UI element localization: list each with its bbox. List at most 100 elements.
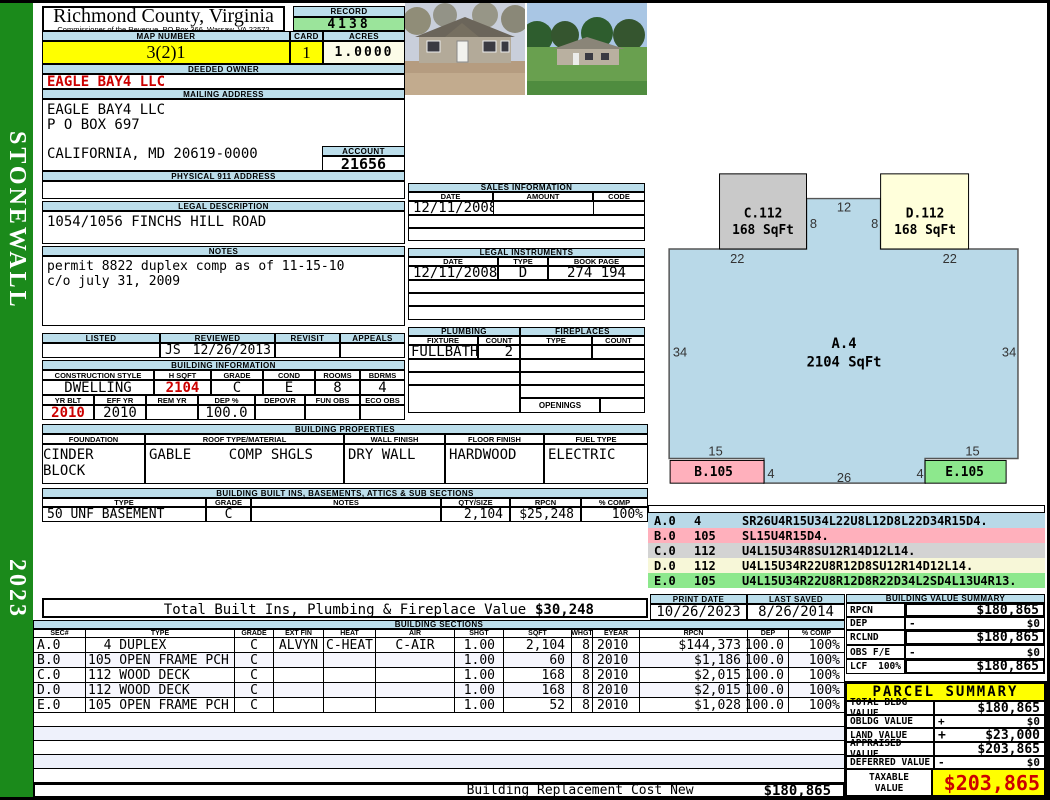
vector-num: 105: [694, 528, 716, 543]
bdrms-value: 4: [360, 380, 405, 396]
legal-description-header: LEGAL DESCRIPTION: [42, 201, 405, 211]
obldg-label: OBLDG VALUE: [846, 715, 934, 728]
sketch-area-b: [669, 459, 765, 484]
sec-dep: 100.0: [745, 668, 789, 683]
col-eyear: EYEAR: [593, 630, 640, 637]
empty-section-row: [33, 713, 845, 727]
map-number-header: MAP NUMBER: [42, 31, 290, 41]
floor-finish-header: FLOOR FINISH: [445, 434, 544, 444]
li-bookpage-value: 274 194: [548, 265, 645, 281]
sec-dep: 100.0: [745, 653, 789, 668]
sec-air: [376, 683, 455, 697]
construction-style-value: DWELLING: [42, 380, 154, 396]
appraised-label: APPRAISED VALUE: [846, 738, 934, 760]
funobs-header: FUN OBS: [305, 395, 360, 405]
reviewed-by: JS: [165, 343, 181, 358]
mailing-address-header: MAILING ADDRESS: [42, 89, 405, 99]
col-extfin: EXT FIN: [274, 630, 324, 637]
dim-e-height: 4: [917, 466, 924, 481]
dim-lower-left: 15: [708, 444, 722, 459]
bi-rpcn-header: RPCN: [510, 498, 581, 507]
depovr-value: [255, 405, 305, 420]
sec-rpcn: $1,186: [640, 653, 748, 668]
sec-dep: 100.0: [745, 638, 789, 653]
cond-value: E: [263, 380, 315, 396]
sec-id: A.0: [34, 638, 86, 653]
sec-grade: C: [235, 653, 274, 668]
physical-911-header: PHYSICAL 911 ADDRESS: [42, 171, 405, 181]
sec-shgt: 1.00: [455, 638, 504, 653]
sec-type: 112 WOOD DECK: [86, 683, 235, 698]
dim-right: 34: [1002, 345, 1016, 360]
vector-path: U4L15U34R8SU12R14D12L14.: [742, 543, 916, 558]
dim-upper-right: 22: [943, 251, 957, 266]
account-header: ACCOUNT: [322, 146, 405, 156]
sec-rpcn: $2,015: [640, 683, 748, 698]
sec-id: B.0: [34, 653, 86, 668]
sec-air: [376, 698, 455, 712]
remyr-value: [146, 405, 198, 420]
fireplaces-empty-row: [520, 372, 645, 385]
notes-header: NOTES: [42, 246, 405, 256]
roof-material: COMP SHGLS: [228, 447, 313, 463]
sales-code-header: CODE: [593, 192, 645, 201]
total-built-ins-row: Total Built Ins, Plumbing & Fireplace Va…: [42, 598, 648, 618]
building-sections-header: BUILDING SECTIONS: [33, 620, 845, 629]
sec-extfin: [274, 668, 324, 682]
sketch-area-d: [880, 173, 970, 250]
col-sec: SEC#: [34, 630, 86, 637]
empty-section-row: [33, 741, 845, 755]
replacement-cost-row: Building Replacement Cost New $180,865: [33, 783, 845, 799]
col-dep: DEP: [748, 630, 789, 637]
obldg-cell: + $0: [934, 715, 1045, 728]
obs-operator: -: [909, 645, 916, 659]
dep-value-cell: - $0: [905, 617, 1045, 630]
vector-row-d: D.0 112 U4L15U34R22U8R12D8SU12R14D12L14.: [648, 558, 1045, 573]
sec-type: 112 WOOD DECK: [86, 668, 235, 683]
vector-num: 105: [694, 573, 716, 588]
listed-value: [42, 343, 160, 358]
bi-comp-header: % COMP: [581, 498, 648, 507]
rpcn-label: RPCN: [846, 603, 905, 617]
grade-value: C: [211, 380, 263, 396]
bi-qty-header: QTY/SIZE: [441, 498, 510, 507]
section-row-e: E.0 105 OPEN FRAME PCH C 1.00 52 8 2010 …: [33, 698, 845, 713]
bi-notes-value: [251, 507, 441, 522]
li-empty-row: [408, 293, 645, 306]
vector-path: U4L15U34R22U8R12D8R22D34L2SD4L13U4R13.: [742, 573, 1017, 588]
parcel-summary-title: PARCEL SUMMARY: [846, 683, 1045, 701]
bi-grade-header: GRADE: [206, 498, 251, 507]
sales-empty-row: [408, 228, 645, 241]
col-air: AIR: [376, 630, 455, 637]
property-photo-front: [403, 2, 529, 95]
col-type: TYPE: [86, 630, 235, 637]
property-photo-side: [521, 3, 647, 95]
notes-box: permit 8822 duplex comp as of 11-15-10 c…: [42, 256, 405, 326]
mailing-line-3: CALIFORNIA, MD 20619-0000: [47, 146, 258, 162]
land-value: $23,000: [985, 727, 1040, 743]
building-value-summary-header: BUILDING VALUE SUMMARY: [846, 594, 1045, 603]
rclnd-value: $180,865: [905, 630, 1045, 645]
dep-label: DEP: [846, 617, 905, 630]
total-built-ins-value: $30,248: [534, 602, 594, 618]
building-sketch: C.112 168 SqFt D.112 168 SqFt A.4 2104 S…: [650, 162, 1046, 498]
sketch-sqft-a: 2104 SqFt: [807, 355, 882, 371]
sec-comp: 100%: [808, 682, 840, 698]
reviewed-header: REVIEWED: [160, 333, 275, 343]
obldg-op: +: [938, 715, 945, 728]
yrblt-value: 2010: [42, 405, 94, 421]
sec-heat: [324, 698, 376, 712]
sec-whgt: 8: [572, 653, 593, 668]
deferred-cell: - $0: [934, 756, 1045, 769]
sec-comp: 100%: [808, 667, 840, 683]
map-number-value: 3(2)1: [42, 41, 290, 64]
deferred-value: $0: [1026, 756, 1040, 769]
sec-grade: C: [235, 698, 274, 713]
bi-type-header: TYPE: [42, 498, 206, 507]
sec-eyear: 2010: [593, 653, 640, 668]
fixture-count-value: 2: [478, 344, 520, 360]
bi-grade-value: C: [206, 507, 251, 522]
fireplace-count-value: [592, 345, 645, 359]
fuel-type-value: ELECTRIC: [544, 444, 648, 484]
hsqft-header: H SQFT: [154, 370, 211, 380]
